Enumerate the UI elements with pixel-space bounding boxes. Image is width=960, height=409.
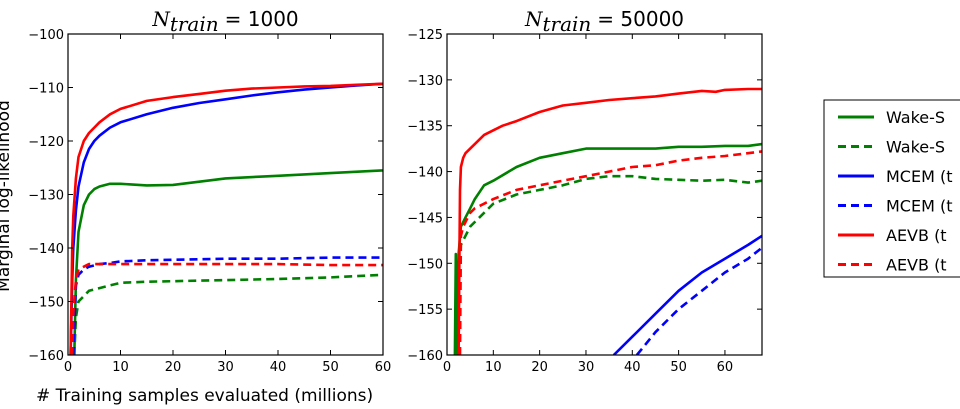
- y-axis-label: Marginal log-likelihood: [0, 100, 14, 292]
- series-line-2: [612, 234, 762, 355]
- y-tick-label: −150: [28, 296, 64, 311]
- y-tick-label: −110: [28, 82, 64, 97]
- series-line-1: [457, 174, 762, 355]
- series-line-0: [73, 169, 383, 355]
- y-tick-label: −145: [407, 211, 443, 226]
- x-tick-label: 60: [375, 360, 392, 375]
- x-tick-label: 20: [165, 360, 182, 375]
- y-tick-label: −130: [407, 74, 443, 89]
- legend: Wake-S Wake-S MCEM (t MCEM (t AEVB (t AEVB (t: [823, 99, 960, 278]
- plot-frame: [446, 33, 763, 356]
- x-tick-label: 30: [217, 360, 234, 375]
- y-tick-label: −100: [28, 28, 64, 43]
- series-line-5: [70, 262, 383, 355]
- x-tick-label: 50: [670, 360, 687, 375]
- series-line-4: [69, 82, 383, 355]
- x-tick-label: 10: [112, 360, 129, 375]
- x-tick-label: 0: [64, 360, 72, 375]
- legend-label-5: AEVB (t: [886, 256, 947, 275]
- legend-label-3: MCEM (t: [886, 197, 953, 216]
- plot-frame: [67, 33, 384, 356]
- y-tick-label: −140: [407, 166, 443, 181]
- legend-box: [823, 99, 960, 278]
- series-line-0: [453, 142, 762, 355]
- x-tick-label: 20: [531, 360, 548, 375]
- y-tick-label: −160: [407, 349, 443, 364]
- panel-title: Ntrain = 50000: [524, 7, 684, 36]
- y-tick-label: −155: [407, 303, 443, 318]
- x-tick-label: 0: [443, 360, 451, 375]
- x-tick-label: 10: [485, 360, 502, 375]
- series-line-3: [72, 256, 383, 355]
- x-tick-label: 30: [578, 360, 595, 375]
- x-tick-label: 40: [270, 360, 287, 375]
- y-tick-label: −125: [407, 28, 443, 43]
- y-tick-label: −135: [407, 120, 443, 135]
- legend-label-2: MCEM (t: [886, 167, 953, 186]
- series-line-5: [458, 150, 762, 355]
- series-line-3: [635, 246, 762, 355]
- panel-title: Ntrain = 1000: [151, 7, 298, 36]
- x-tick-label: 50: [322, 360, 339, 375]
- series-line-1: [73, 273, 383, 355]
- y-tick-label: −150: [407, 257, 443, 272]
- x-tick-label: 60: [717, 360, 734, 375]
- series-line-2: [69, 82, 383, 355]
- series-line-4: [457, 87, 762, 355]
- legend-label-4: AEVB (t: [886, 226, 947, 245]
- chart-panel-ntrain-50000: 0 10 20 30 40 50 60 −160 −155 −150 −145 −140 −135 −13…: [407, 7, 763, 375]
- y-tick-label: −130: [28, 189, 64, 204]
- y-tick-label: −140: [28, 242, 64, 257]
- legend-label-1: Wake-S: [886, 138, 945, 157]
- x-tick-label: 40: [624, 360, 641, 375]
- legend-label-0: Wake-S: [886, 108, 945, 127]
- y-tick-label: −160: [28, 349, 64, 364]
- x-axis-label: # Training samples evaluated (millions): [36, 386, 373, 406]
- chart-panel-ntrain-1000: 0 10 20 30 40 50 60 −160 −150 −140 −130 −120 −110 −10…: [28, 7, 391, 375]
- y-tick-label: −120: [28, 135, 64, 150]
